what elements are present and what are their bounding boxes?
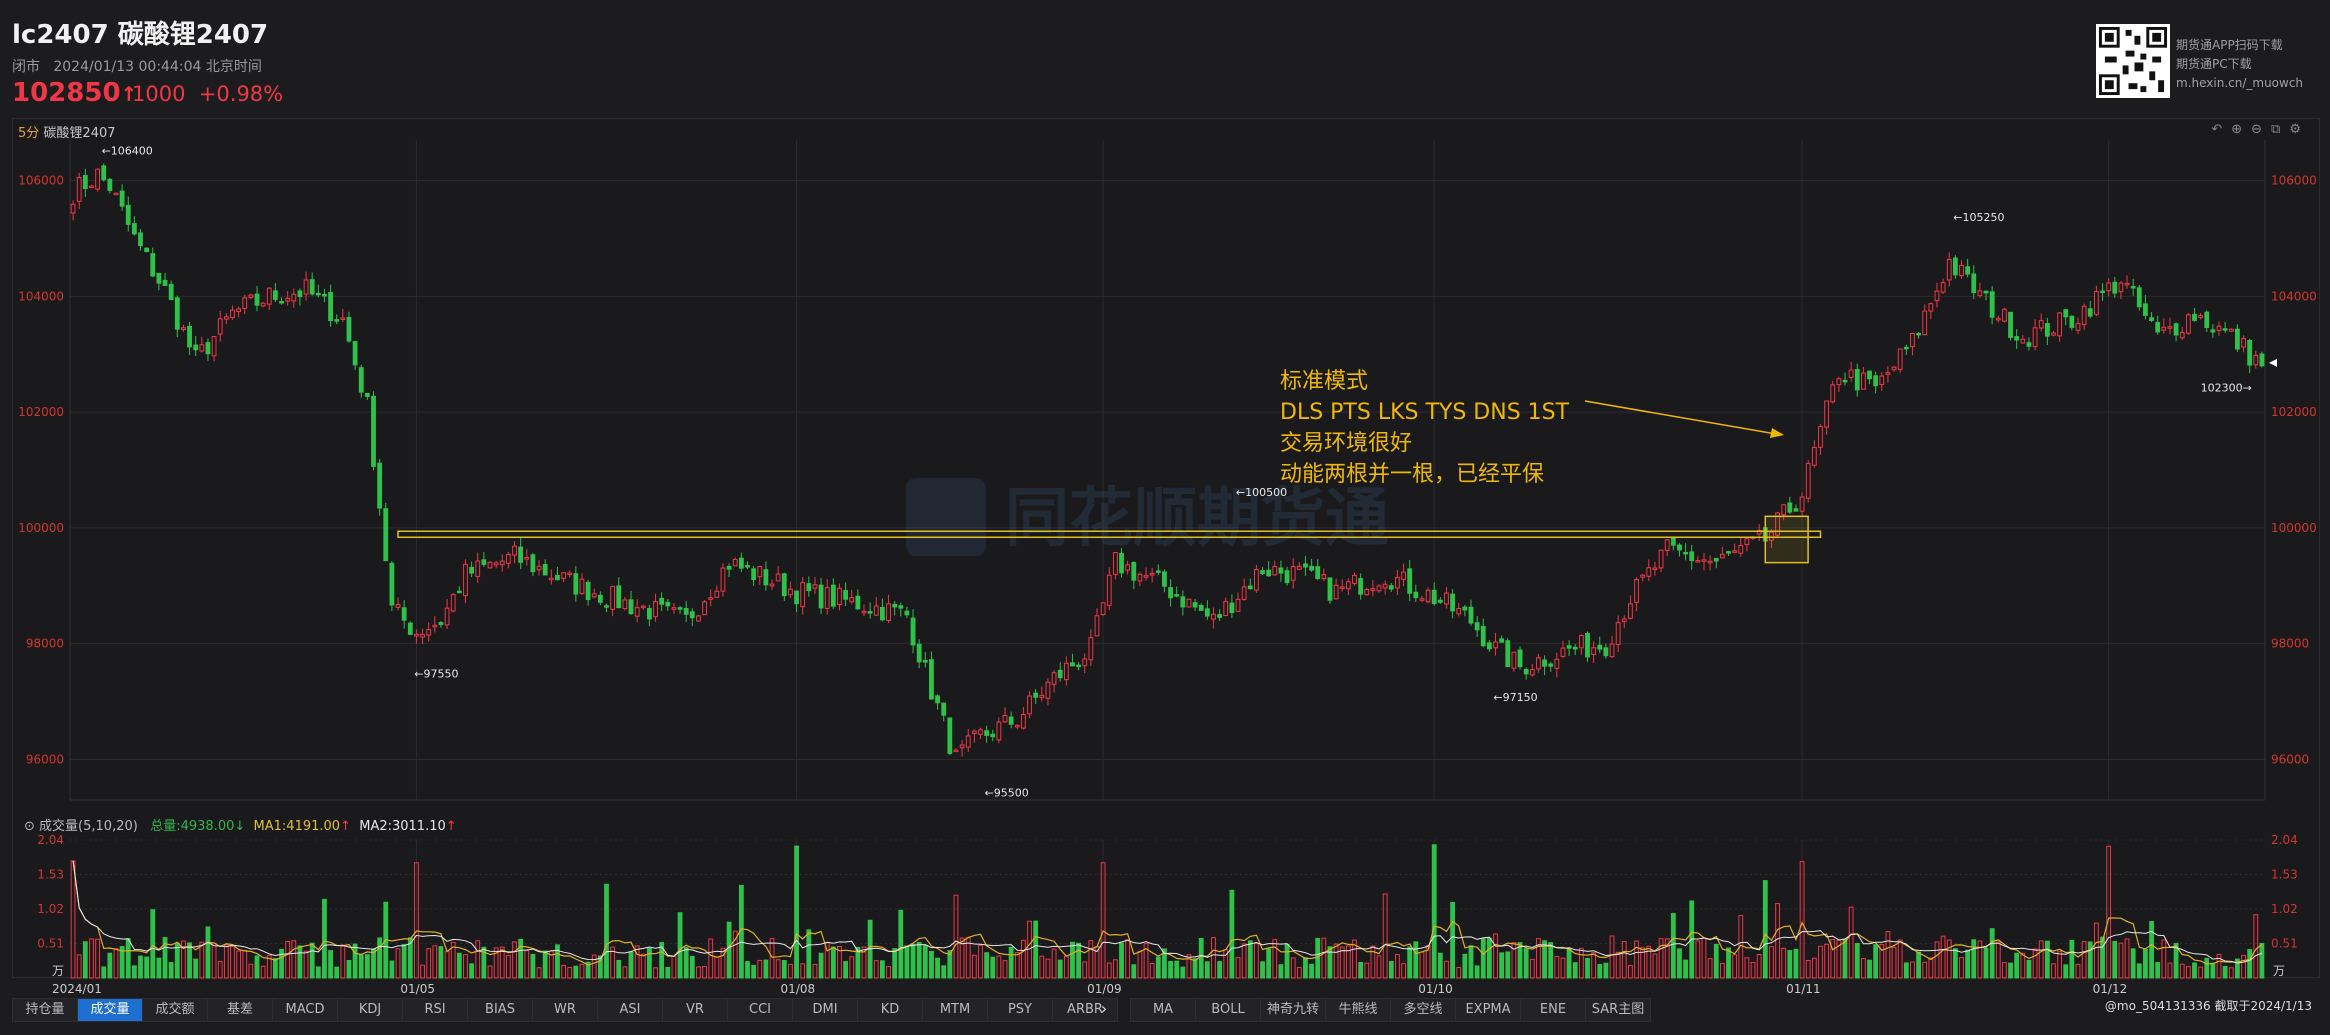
tab-wr[interactable]: WR [532, 998, 598, 1022]
settings-icon[interactable]: ⚙ [2289, 122, 2310, 137]
x-tick-label: 01/10 [1418, 982, 1453, 996]
tab-item-7[interactable]: SAR主图 [1585, 998, 1651, 1022]
symbol-title: lc2407 碳酸锂2407 [12, 20, 269, 50]
indicator-toggle-icon[interactable]: ⊙ [24, 819, 35, 834]
tab-item-1[interactable]: 成交量 [77, 998, 143, 1022]
tab-psy[interactable]: PSY [987, 998, 1053, 1022]
price-change: 1000 +0.98% [132, 82, 284, 106]
x-tick-label: 01/09 [1087, 982, 1122, 996]
tabs-next-icon[interactable]: › [1100, 999, 1108, 1018]
up-arrow-icon: ↑ [120, 82, 138, 106]
tab-expma[interactable]: EXPMA [1455, 998, 1521, 1022]
tab-boll[interactable]: BOLL [1195, 998, 1261, 1022]
tab-item-3[interactable]: 基差 [207, 998, 273, 1022]
indicator-tabs: 持仓量 成交量 成交额 基差 MACD KDJ RSI BIAS WR ASI VR CCI DMI KD… [12, 998, 1118, 1022]
footer-credit: @mo_504131336 截取于2024/1/13 [2104, 999, 2312, 1013]
tab-item-3[interactable]: 牛熊线 [1325, 998, 1391, 1022]
volume-total: 总量:4938.00 [150, 819, 235, 834]
tab-item-4[interactable]: 多空线 [1390, 998, 1456, 1022]
tab-dmi[interactable]: DMI [792, 998, 858, 1022]
period-label: 5分 [18, 126, 40, 141]
overlay-tabs: MA BOLL 神奇九转 牛熊线 多空线 EXPMA ENE SAR主图 [1130, 998, 1651, 1022]
chart-toolbar[interactable]: ↶⊕⊖⧉⚙ [2211, 122, 2310, 137]
volume-indicator-name: 成交量(5,10,20) [39, 819, 138, 834]
last-price: 102850↑ [12, 78, 138, 108]
zoom-out-icon[interactable]: ⊖ [2251, 122, 2272, 137]
tab-asi[interactable]: ASI [597, 998, 663, 1022]
x-tick-label: 01/05 [400, 982, 435, 996]
volume-legend: ⊙ 成交量(5,10,20) 总量:4938.00↓ MA1:4191.00↑ … [24, 819, 457, 834]
volume-ma1: MA1:4191.00 [253, 819, 341, 834]
chart-title: 5分 碳酸锂2407 [18, 122, 116, 141]
tab-arbr[interactable]: ARBR [1052, 998, 1118, 1022]
undo-icon[interactable]: ↶ [2211, 122, 2232, 137]
tab-rsi[interactable]: RSI [402, 998, 468, 1022]
tab-kd[interactable]: KD [857, 998, 923, 1022]
export-icon[interactable]: ⧉ [2271, 122, 2290, 137]
x-tick-label: 01/08 [781, 982, 816, 996]
status-text: 闭市 [12, 59, 40, 75]
volume-ma2: MA2:3011.10 [359, 819, 446, 834]
qr-code-icon [2096, 24, 2170, 98]
tab-ene[interactable]: ENE [1520, 998, 1586, 1022]
market-status: 闭市 2024/01/13 00:44:04 北京时间 [12, 56, 262, 76]
tab-item-0[interactable]: 持仓量 [12, 998, 78, 1022]
tab-mtm[interactable]: MTM [922, 998, 988, 1022]
tab-ma[interactable]: MA [1130, 998, 1196, 1022]
quote-header: lc2407 碳酸锂2407 闭市 2024/01/13 00:44:04 北京… [0, 0, 2330, 118]
tab-item-2[interactable]: 神奇九转 [1260, 998, 1326, 1022]
x-tick-label: 01/12 [2093, 982, 2128, 996]
tab-macd[interactable]: MACD [272, 998, 338, 1022]
x-tick-label: 2024/01 [52, 982, 102, 996]
qr-caption: 期货通APP扫码下载 期货通PC下载 m.hexin.cn/_muowch [2176, 38, 2304, 90]
x-tick-label: 01/11 [1786, 982, 1821, 996]
tab-item-2[interactable]: 成交额 [142, 998, 208, 1022]
chart-panel [12, 118, 2320, 978]
timestamp: 2024/01/13 00:44:04 北京时间 [53, 59, 262, 75]
tab-cci[interactable]: CCI [727, 998, 793, 1022]
tab-kdj[interactable]: KDJ [337, 998, 403, 1022]
zoom-in-icon[interactable]: ⊕ [2231, 122, 2252, 137]
contract-name: 碳酸锂2407 [43, 126, 116, 141]
tab-vr[interactable]: VR [662, 998, 728, 1022]
tab-bias[interactable]: BIAS [467, 998, 533, 1022]
